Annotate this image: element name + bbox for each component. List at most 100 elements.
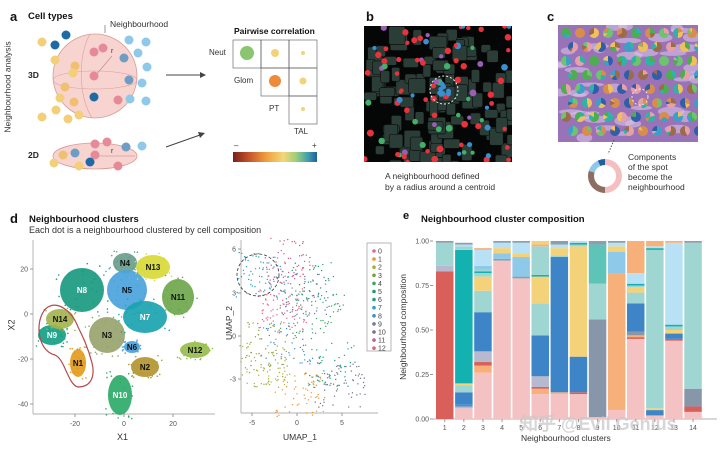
bar-segment (569, 394, 588, 419)
umap-point (322, 263, 324, 266)
spot (575, 28, 585, 38)
tsne-point (130, 363, 133, 366)
umap-point (280, 353, 283, 355)
umap-point (346, 342, 349, 344)
umap-point (294, 375, 296, 377)
cluster-n12 (180, 342, 210, 358)
umap-point (272, 351, 274, 354)
umap-point (291, 287, 293, 289)
tsne-point (136, 251, 139, 254)
umap-point (270, 286, 273, 288)
umap-point (245, 356, 247, 359)
bar-segment (531, 394, 549, 419)
tsne-point (95, 290, 98, 293)
umap-point (272, 278, 275, 281)
cell-marker (364, 69, 371, 76)
bar-segment (493, 253, 511, 259)
umap-point (273, 354, 275, 357)
umap-point (298, 332, 300, 334)
tsne-point (89, 335, 91, 338)
umap-point (287, 271, 290, 274)
cell-marker (365, 99, 372, 106)
umap-point (246, 292, 248, 295)
bar-segment (531, 303, 549, 336)
umap-point (308, 384, 310, 386)
bar-segment (493, 258, 511, 261)
bar-segment (627, 241, 645, 274)
tsne-point (167, 300, 169, 303)
umap-ylabel: UMAP_2 (224, 305, 235, 341)
umap-point (325, 349, 327, 351)
tsne-point (60, 345, 63, 348)
tsne-point (74, 312, 76, 315)
umap-point (294, 348, 296, 350)
umap-point (283, 348, 286, 351)
umap-point (301, 362, 303, 364)
umap-point (334, 374, 336, 377)
spot (603, 112, 613, 122)
umap-point (351, 392, 354, 394)
tsne-point (59, 321, 61, 324)
tsne-point (84, 326, 87, 328)
cell-marker (372, 45, 377, 51)
umap-point (299, 275, 301, 277)
spot (561, 112, 571, 122)
spot (603, 56, 613, 66)
bar-segment (569, 241, 588, 243)
umap-point (279, 304, 282, 307)
bar-xtick: 7 (557, 425, 561, 432)
umap-point (260, 261, 262, 263)
bar-segment (531, 376, 549, 387)
matrix-label-glom: Glom (234, 76, 254, 85)
colorbar-min-label: – (234, 141, 239, 150)
bar-segment (531, 241, 549, 245)
tsne-point (202, 343, 205, 346)
tsne-point (199, 358, 201, 361)
tsne-point (136, 340, 138, 343)
umap-point (286, 374, 288, 376)
umap-point (265, 299, 267, 301)
bar-segment (493, 241, 511, 243)
tsne-point (110, 375, 113, 377)
tsne-point (35, 345, 38, 347)
cell-marker (501, 63, 508, 71)
tsne-point (124, 304, 127, 307)
umap-point (316, 283, 318, 285)
tsne-point (110, 254, 113, 257)
tsne-point (57, 331, 60, 333)
umap-point (320, 269, 323, 272)
umap-point (312, 376, 314, 378)
bar-12 (646, 241, 664, 419)
tsne-point (117, 286, 120, 288)
umap-point (345, 382, 347, 384)
tsne-point (151, 365, 154, 367)
umap-point (285, 358, 287, 360)
bar-segment (569, 356, 588, 393)
cluster-label: N14 (53, 315, 68, 324)
umap-point (261, 310, 263, 312)
cluster-label: N3 (102, 331, 113, 340)
umap-point (300, 304, 302, 306)
umap-point (328, 374, 331, 376)
spatial-spots (558, 25, 698, 142)
cell-segment (443, 138, 461, 149)
spot (631, 56, 641, 66)
umap-point (320, 361, 322, 364)
bar-segment (646, 408, 664, 411)
cell-marker (431, 155, 439, 162)
spot (617, 112, 627, 122)
tsne-point (94, 278, 97, 280)
umap-point (325, 325, 327, 328)
umap-point (318, 406, 320, 408)
spot (603, 84, 613, 95)
tsne-point (105, 408, 107, 410)
bar-ytick: 0.50 (415, 328, 429, 335)
umap-point (272, 315, 274, 317)
umap-point (315, 384, 318, 387)
umap-point (312, 279, 314, 281)
cluster-label: N10 (113, 391, 128, 400)
umap-point (329, 315, 332, 318)
umap-point (246, 354, 248, 357)
tsne-point (118, 313, 120, 316)
cell-segment (472, 92, 483, 108)
